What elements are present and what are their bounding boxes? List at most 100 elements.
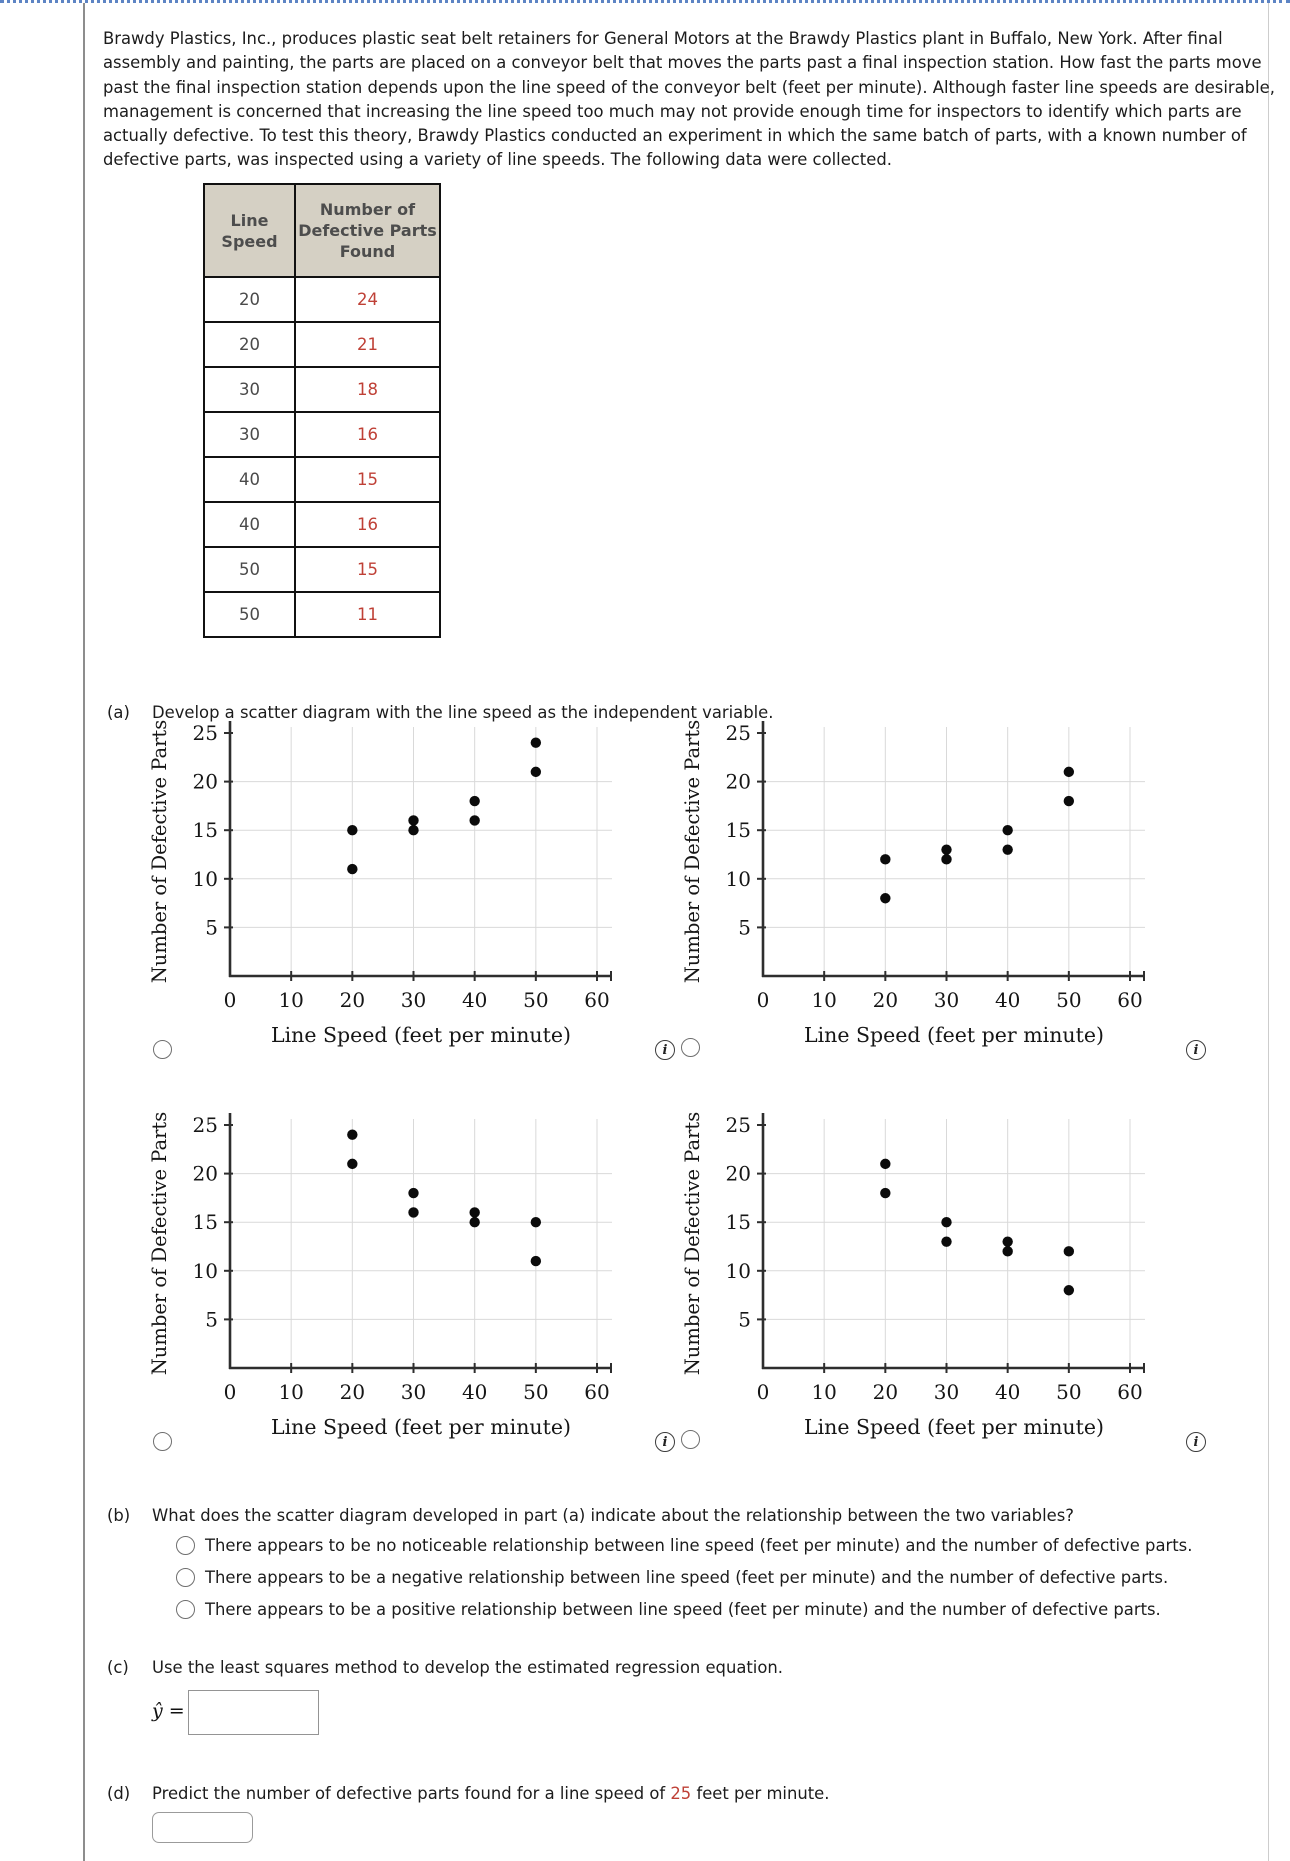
x-tick-label: 0 xyxy=(757,988,770,1012)
info-icon-bottom-left[interactable]: i xyxy=(655,1432,675,1452)
y-tick-label: 15 xyxy=(193,1210,218,1234)
data-point xyxy=(941,844,952,855)
info-icon-bottom-right[interactable]: i xyxy=(1186,1432,1206,1452)
table-row: 20 21 xyxy=(203,321,441,368)
data-point xyxy=(408,815,419,826)
y-tick-label: 20 xyxy=(726,1162,751,1186)
x-tick-label: 0 xyxy=(757,1380,770,1404)
scatter-chart-container-bottom-right: 0 10 20 30 40 50 60 5 10 15 20 25 Line Speed (feet p… xyxy=(633,1087,1193,1447)
part-d-line-speed-value: 25 xyxy=(670,1784,692,1803)
data-point xyxy=(469,795,480,807)
chart-radio-top-right[interactable] xyxy=(681,1038,700,1057)
y-tick-label: 25 xyxy=(193,721,218,745)
y-tick-label: 5 xyxy=(738,915,751,939)
cell-defective-parts: 11 xyxy=(294,591,441,638)
cell-line-speed: 40 xyxy=(203,501,296,548)
data-point xyxy=(1063,795,1075,807)
cell-line-speed: 20 xyxy=(203,321,296,368)
data-point xyxy=(408,825,419,836)
data-point xyxy=(408,1207,419,1218)
info-glyph: i xyxy=(1193,1042,1199,1058)
chart-radio-bottom-right[interactable] xyxy=(681,1430,700,1449)
problem-statement: Brawdy Plastics, Inc., produces plastic … xyxy=(103,29,1275,170)
x-axis-title: Line Speed (feet per minute) xyxy=(271,1415,571,1439)
cell-defective-parts: 15 xyxy=(294,546,441,593)
part-b-row: (b) What does the scatter diagram develo… xyxy=(107,1506,1074,1525)
x-tick-label: 10 xyxy=(811,1380,836,1404)
data-point xyxy=(347,1158,358,1170)
y-axis-title: Number of Defective Parts xyxy=(148,1112,171,1376)
part-a-row: (a) Develop a scatter diagram with the l… xyxy=(107,703,773,722)
data-point xyxy=(1063,766,1075,778)
cell-line-speed: 40 xyxy=(203,456,296,503)
part-b-option-2: There appears to be a negative relations… xyxy=(176,1561,1192,1593)
x-tick-label: 40 xyxy=(462,988,487,1012)
y-tick-label: 10 xyxy=(726,867,751,891)
data-point xyxy=(347,1129,358,1140)
part-b-marker: (b) xyxy=(107,1506,131,1525)
data-point xyxy=(347,825,358,836)
info-icon-top-right[interactable]: i xyxy=(1186,1040,1206,1060)
x-tick-label: 20 xyxy=(340,988,365,1012)
regression-equation-input[interactable] xyxy=(188,1690,319,1735)
table-row: 50 11 xyxy=(203,591,441,638)
x-tick-label: 20 xyxy=(873,988,898,1012)
right-divider xyxy=(1268,3,1269,1861)
data-point xyxy=(941,1217,952,1228)
scatter-chart-top-right: 0 10 20 30 40 50 60 5 10 15 20 25 Line Speed (feet p… xyxy=(681,720,1145,1047)
chart-radio-top-left[interactable] xyxy=(153,1040,172,1059)
chart-radio-bottom-left[interactable] xyxy=(153,1432,172,1451)
data-point xyxy=(530,1255,542,1267)
x-tick-label: 60 xyxy=(1117,1380,1142,1404)
info-icon-top-left[interactable]: i xyxy=(655,1040,675,1060)
data-point xyxy=(347,863,358,875)
scatter-chart-bottom-left: 0 10 20 30 40 50 60 5 10 15 20 25 Line Speed (feet p… xyxy=(148,1112,612,1439)
line-speed-table-body: 20 24 20 21 30 18 30 16 40 15 40 16 50 15 50 11 xyxy=(203,276,441,638)
part-a-marker: (a) xyxy=(107,703,130,722)
y-tick-label: 10 xyxy=(193,867,218,891)
cell-defective-parts: 24 xyxy=(294,276,441,323)
data-point xyxy=(1002,1246,1013,1257)
scatter-chart-container-top-right: 0 10 20 30 40 50 60 5 10 15 20 25 Line Speed (feet p… xyxy=(633,695,1193,1055)
scatter-chart-container-bottom-left: 0 10 20 30 40 50 60 5 10 15 20 25 Line Speed (feet p… xyxy=(100,1087,660,1447)
data-point xyxy=(530,766,542,778)
cell-line-speed: 30 xyxy=(203,411,296,458)
x-tick-label: 60 xyxy=(1117,988,1142,1012)
cell-defective-parts: 16 xyxy=(294,501,441,548)
x-tick-label: 0 xyxy=(224,1380,237,1404)
table-row: 40 15 xyxy=(203,456,441,503)
cell-defective-parts: 21 xyxy=(294,321,441,368)
x-tick-label: 10 xyxy=(811,988,836,1012)
x-tick-label: 10 xyxy=(278,988,303,1012)
prediction-input[interactable] xyxy=(152,1812,253,1843)
x-tick-label: 60 xyxy=(584,988,609,1012)
data-point xyxy=(1002,1236,1013,1247)
left-divider xyxy=(83,3,85,1861)
part-b-radio-2[interactable] xyxy=(176,1567,195,1587)
data-point xyxy=(941,1236,952,1247)
x-axis-title: Line Speed (feet per minute) xyxy=(271,1023,571,1047)
question-top-border xyxy=(0,0,1290,3)
y-tick-label: 5 xyxy=(738,1307,751,1331)
cell-line-speed: 50 xyxy=(203,546,296,593)
cell-defective-parts: 18 xyxy=(294,366,441,413)
data-point xyxy=(880,854,891,865)
x-tick-label: 30 xyxy=(401,988,426,1012)
table-row: 20 24 xyxy=(203,276,441,323)
part-b-option-label-1: There appears to be no noticeable relati… xyxy=(205,1535,1193,1555)
y-tick-label: 5 xyxy=(205,915,218,939)
data-point xyxy=(880,1187,891,1199)
part-b-radio-1[interactable] xyxy=(176,1535,195,1555)
data-point xyxy=(880,893,891,904)
x-tick-label: 50 xyxy=(523,1380,548,1404)
part-b-radio-3[interactable] xyxy=(176,1599,195,1619)
y-tick-label: 25 xyxy=(193,1113,218,1137)
data-point xyxy=(469,1217,480,1228)
x-tick-label: 20 xyxy=(873,1380,898,1404)
table-header-defective-parts: Number of Defective Parts Found xyxy=(294,183,441,278)
data-point xyxy=(880,1158,891,1170)
cell-defective-parts: 15 xyxy=(294,456,441,503)
info-glyph: i xyxy=(1193,1434,1199,1450)
y-tick-label: 25 xyxy=(726,721,751,745)
scatter-chart-container-top-left: 0 10 20 30 40 50 60 5 10 15 20 25 Line Speed (feet p… xyxy=(100,695,660,1055)
